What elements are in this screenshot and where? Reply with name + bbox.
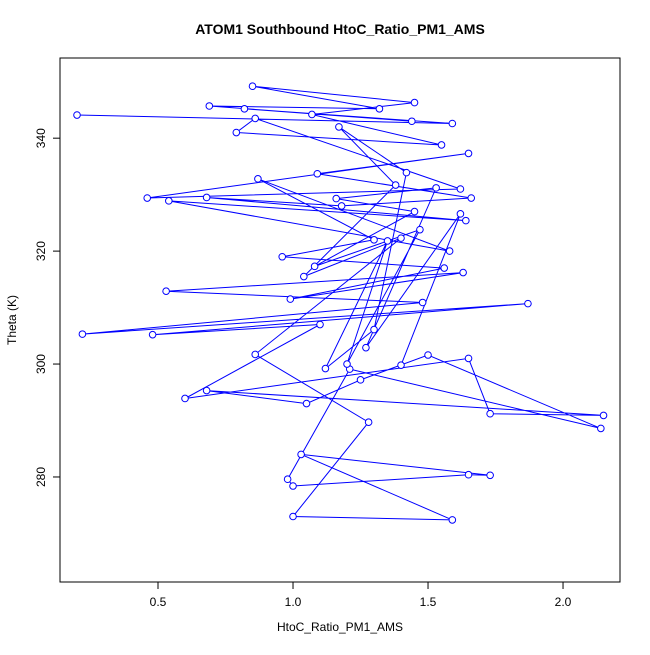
data-point	[343, 360, 351, 368]
data-point	[467, 194, 476, 202]
data-point	[448, 516, 457, 524]
data-point	[464, 149, 473, 158]
data-point	[375, 105, 384, 113]
data-point	[486, 471, 494, 480]
data-point	[402, 168, 411, 177]
data-point	[73, 111, 81, 119]
data-point	[445, 247, 454, 255]
data-point	[456, 185, 465, 193]
data-point	[278, 252, 287, 261]
data-point	[335, 123, 343, 131]
data-point	[283, 475, 292, 484]
data-point	[302, 399, 311, 408]
y-tick-label: 320	[34, 241, 48, 261]
y-tick-label: 340	[34, 128, 48, 148]
data-point	[391, 181, 400, 189]
data-point	[297, 450, 305, 459]
data-point	[78, 330, 87, 338]
data-point	[416, 225, 424, 234]
data-point	[524, 299, 532, 308]
y-axis-label: Theta (K)	[5, 295, 19, 345]
data-point	[462, 216, 470, 225]
data-point	[254, 175, 262, 183]
data-point	[165, 197, 173, 205]
data-point	[370, 325, 378, 334]
data-point	[424, 351, 432, 359]
data-point	[486, 409, 494, 418]
data-point	[459, 268, 467, 277]
data-point	[397, 361, 405, 369]
data-point	[181, 394, 189, 403]
data-point	[383, 237, 392, 245]
data-point	[300, 272, 308, 281]
data-point	[148, 330, 157, 339]
data-point	[286, 295, 295, 303]
data-point	[418, 298, 427, 307]
data-point	[310, 262, 319, 271]
data-point	[370, 236, 378, 244]
data-point	[313, 169, 322, 178]
data-point	[251, 350, 260, 359]
data-point	[408, 117, 416, 126]
plot-frame	[59, 57, 621, 583]
data-point	[397, 234, 405, 242]
data-point	[440, 264, 449, 272]
data-point	[448, 119, 457, 128]
data-point	[364, 418, 373, 427]
data-point	[289, 482, 297, 490]
data-point	[205, 102, 214, 110]
data-point	[432, 184, 440, 192]
y-tick-label: 300	[34, 354, 48, 374]
data-point	[437, 141, 446, 149]
data-point	[456, 210, 465, 218]
x-tick-label: 1.0	[285, 595, 302, 609]
data-point	[308, 110, 316, 119]
data-point	[162, 287, 170, 296]
data-point	[232, 128, 241, 137]
y-tick-label: 280	[34, 467, 48, 487]
data-point	[202, 386, 211, 395]
data-point	[251, 114, 260, 123]
data-line	[76, 85, 604, 521]
data-point	[356, 376, 365, 384]
x-tick-label: 2.0	[555, 595, 572, 609]
data-point	[143, 194, 152, 202]
data-point	[248, 82, 257, 91]
data-point	[332, 194, 341, 203]
data-point	[202, 193, 211, 202]
chart-title: ATOM1 Southbound HtoC_Ratio_PM1_AMS	[195, 21, 485, 37]
data-point	[316, 320, 324, 329]
data-point	[464, 470, 473, 479]
x-tick-label: 1.5	[420, 595, 437, 609]
data-point	[464, 354, 473, 363]
data-point	[240, 105, 249, 113]
data-point	[410, 98, 419, 107]
x-tick-label: 0.5	[150, 595, 167, 609]
data-point	[410, 207, 419, 216]
data-point	[362, 343, 370, 352]
data-point	[321, 364, 330, 373]
data-point	[337, 202, 346, 210]
data-point	[597, 424, 605, 433]
x-axis-label: HtoC_Ratio_PM1_AMS	[277, 620, 403, 634]
data-point	[599, 411, 608, 420]
data-point	[289, 512, 297, 521]
